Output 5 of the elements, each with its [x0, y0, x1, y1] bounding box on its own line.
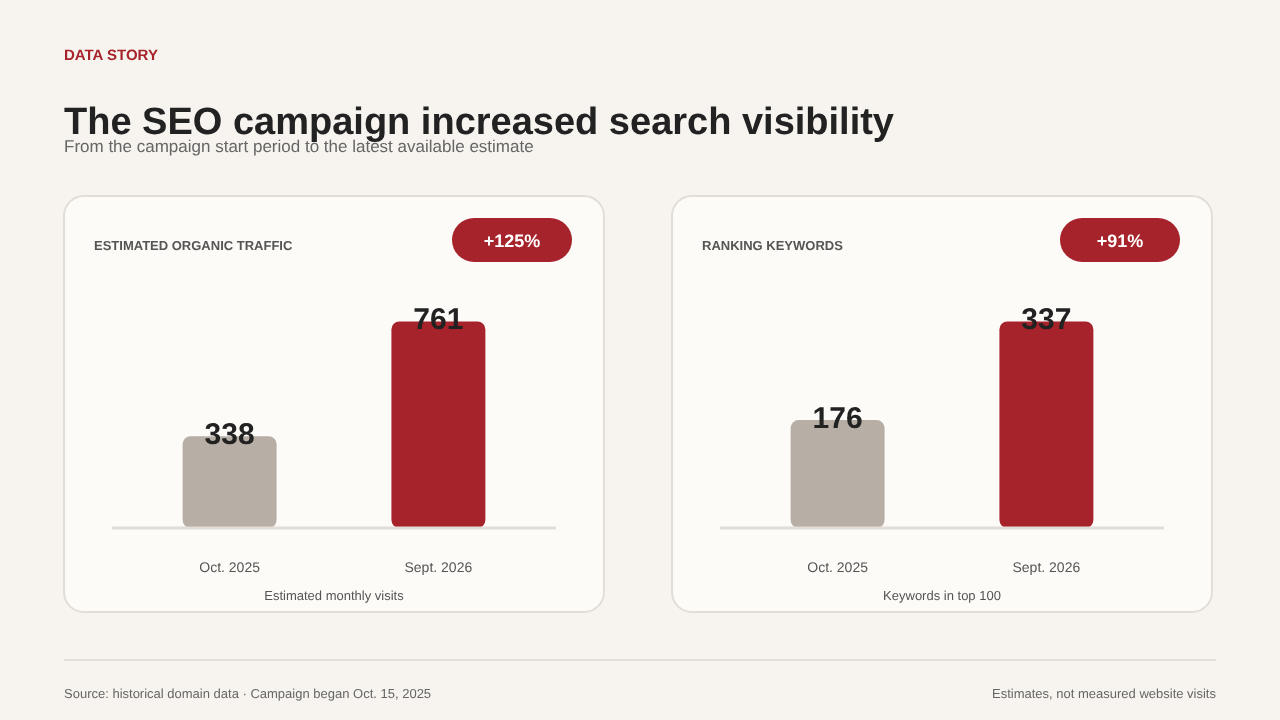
data-label: 338	[204, 418, 255, 453]
data-label: 337	[1021, 303, 1072, 338]
text: +91%	[1096, 231, 1144, 251]
text: +125%	[483, 231, 541, 251]
data-label: 761	[413, 303, 464, 338]
